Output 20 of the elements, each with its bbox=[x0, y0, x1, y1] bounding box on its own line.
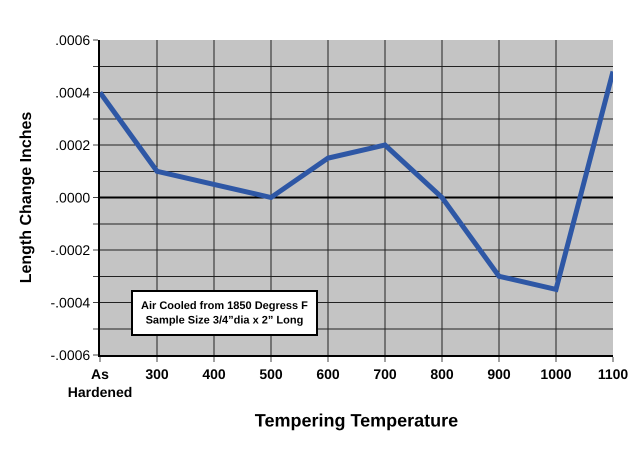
x-tick-label: 300 bbox=[145, 366, 169, 382]
x-tick-label: 400 bbox=[202, 366, 226, 382]
x-tick-label: As Hardened bbox=[68, 366, 132, 400]
x-axis-title: Tempering Temperature bbox=[254, 410, 458, 431]
y-tick-label: -.0004 bbox=[50, 294, 90, 310]
x-tick-label: 500 bbox=[259, 366, 283, 382]
x-tick-label: 1100 bbox=[598, 366, 628, 382]
y-tick-label: .0000 bbox=[55, 189, 90, 206]
x-tick-label: 1000 bbox=[540, 366, 572, 382]
y-tick-label: -.0002 bbox=[50, 242, 90, 258]
x-tick-label: 800 bbox=[430, 366, 454, 382]
x-tick-label: 900 bbox=[487, 366, 511, 382]
y-tick-label: .0004 bbox=[55, 84, 90, 100]
x-tick-label: 600 bbox=[316, 366, 340, 382]
y-tick-label: .0002 bbox=[55, 136, 90, 153]
y-axis-title: Length Change Inches bbox=[18, 112, 35, 284]
y-tick-label: -.0006 bbox=[50, 346, 90, 363]
y-tick-label: .0006 bbox=[55, 32, 90, 48]
annotation: Air Cooled from 1850 Degress F Sample Size 3/4”dia x 2” Long bbox=[141, 300, 308, 326]
x-tick-label: 700 bbox=[373, 366, 397, 382]
